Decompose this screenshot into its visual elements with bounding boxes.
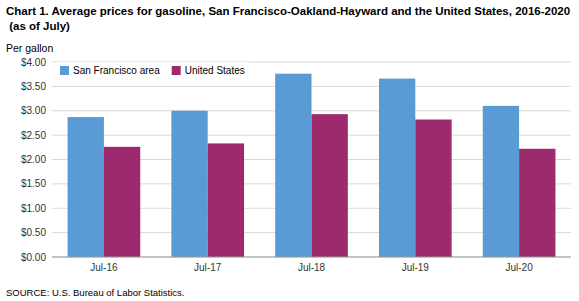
title: (as of July) bbox=[6, 20, 70, 32]
bar bbox=[379, 79, 415, 257]
y-axis-label: Per gallon bbox=[6, 42, 53, 54]
legend-background bbox=[56, 62, 249, 79]
bar bbox=[275, 74, 311, 257]
x-tick-label: Jul-18 bbox=[298, 262, 326, 273]
bar bbox=[519, 149, 555, 257]
y-tick-label: $3.00 bbox=[21, 105, 46, 116]
x-tick-label: Jul-16 bbox=[90, 262, 118, 273]
bar bbox=[171, 111, 207, 257]
x-tick-label: Jul-17 bbox=[194, 262, 222, 273]
title: Chart 1. Average prices for gasoline, Sa… bbox=[6, 5, 570, 17]
bar bbox=[312, 114, 348, 257]
x-tick-label: Jul-20 bbox=[505, 262, 533, 273]
bar bbox=[483, 106, 519, 257]
y-tick-label: $2.50 bbox=[21, 130, 46, 141]
y-tick-label: $3.50 bbox=[21, 81, 46, 92]
y-tick-label: $0.50 bbox=[21, 227, 46, 238]
legend-label: San Francisco area bbox=[73, 65, 160, 76]
grid-line bbox=[52, 257, 571, 258]
bar bbox=[104, 147, 140, 257]
y-tick-label: $0.00 bbox=[21, 252, 46, 263]
source-note: SOURCE: U.S. Bureau of Labor Statistics. bbox=[6, 287, 184, 298]
bar bbox=[68, 117, 104, 257]
chart: Chart 1. Average prices for gasoline, Sa… bbox=[0, 0, 579, 301]
bar bbox=[208, 143, 244, 257]
bar bbox=[415, 120, 451, 257]
y-tick-label: $4.00 bbox=[21, 57, 46, 68]
y-tick-label: $1.50 bbox=[21, 178, 46, 189]
grid bbox=[52, 62, 571, 257]
x-axis-line bbox=[52, 257, 571, 258]
y-tick-label: $1.00 bbox=[21, 203, 46, 214]
y-tick-label: $2.00 bbox=[21, 154, 46, 165]
legend-swatch bbox=[172, 66, 181, 75]
x-tick-label: Jul-19 bbox=[402, 262, 430, 273]
legend-swatch bbox=[60, 66, 69, 75]
legend: San Francisco area United States bbox=[56, 62, 249, 79]
legend-label: United States bbox=[185, 65, 245, 76]
bars bbox=[68, 74, 556, 257]
